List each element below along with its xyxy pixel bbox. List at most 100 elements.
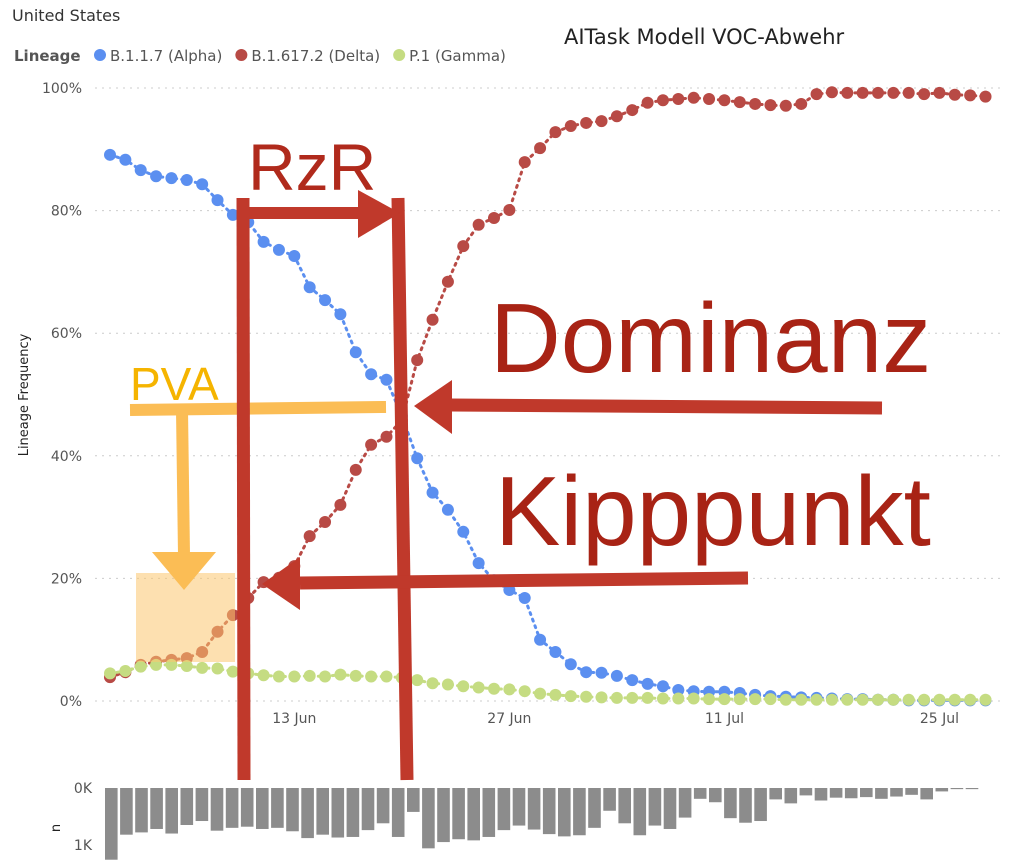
bar — [724, 788, 737, 819]
data-point — [303, 669, 316, 682]
data-point — [334, 668, 347, 681]
bar — [422, 788, 435, 849]
kipppunkt-label: Kipppunkt — [495, 456, 931, 566]
data-point — [549, 688, 562, 701]
rzr-arrowhead — [358, 190, 400, 238]
bar — [437, 788, 450, 843]
data-point — [503, 683, 516, 696]
data-point — [580, 666, 593, 679]
y-tick-label: 80% — [51, 204, 82, 220]
bar — [120, 788, 133, 835]
data-point — [610, 669, 623, 682]
bar — [150, 788, 163, 829]
legend-label: B.1.617.2 (Delta) — [251, 47, 380, 65]
bar — [165, 788, 178, 834]
kipppunkt-arrow — [299, 571, 749, 590]
bar — [965, 788, 979, 790]
data-point — [641, 96, 654, 109]
data-point — [872, 693, 884, 706]
data-point — [902, 86, 915, 99]
y-tick-label: 1K — [74, 838, 93, 854]
data-point — [764, 693, 777, 706]
x-tick-label: 13 Jun — [272, 711, 316, 727]
data-point — [150, 170, 163, 183]
data-point — [595, 115, 608, 128]
data-point — [411, 452, 424, 465]
data-point — [441, 503, 454, 516]
legend-marker — [393, 49, 406, 61]
data-point — [518, 156, 531, 169]
y-tick-label: 0% — [60, 694, 82, 710]
bar — [829, 788, 843, 798]
data-point — [196, 661, 209, 674]
bar — [286, 788, 299, 832]
y-tick-label: 40% — [51, 449, 82, 465]
title: United States — [12, 6, 120, 25]
data-point — [779, 693, 792, 706]
legend-marker — [94, 49, 106, 61]
bar — [739, 788, 752, 823]
data-point — [534, 633, 547, 646]
data-point — [641, 691, 654, 704]
data-point — [841, 86, 854, 99]
bar — [588, 788, 601, 828]
data-point — [272, 670, 285, 683]
data-point — [948, 88, 961, 101]
data-point — [211, 662, 224, 675]
kipppunkt-arrowhead — [262, 557, 300, 610]
data-point — [472, 218, 485, 231]
data-point — [426, 313, 439, 326]
data-point — [457, 680, 470, 693]
bar — [346, 788, 360, 837]
data-point — [226, 208, 239, 221]
y-tick-label: 60% — [51, 326, 82, 342]
data-point — [703, 693, 716, 706]
rzr-label: RzR — [248, 130, 376, 204]
bar — [452, 788, 465, 840]
data-point — [733, 96, 746, 109]
pva-arrowhead — [152, 552, 216, 590]
data-point — [211, 194, 224, 207]
rzr-line — [236, 197, 251, 781]
data-point — [733, 693, 746, 706]
data-point — [964, 89, 977, 102]
data-point — [488, 682, 500, 695]
data-point — [825, 86, 838, 99]
bar — [316, 788, 329, 835]
data-point — [319, 516, 332, 529]
data-point — [564, 120, 577, 133]
data-point — [841, 693, 854, 706]
legend-marker — [235, 49, 248, 61]
data-point — [472, 557, 485, 570]
data-point — [779, 99, 792, 112]
bar — [135, 788, 148, 833]
bar — [603, 788, 616, 811]
bar — [271, 788, 284, 828]
bar — [769, 788, 782, 800]
bar — [195, 788, 209, 822]
bar — [105, 788, 118, 860]
data-point — [180, 173, 193, 186]
bar — [860, 788, 873, 798]
bar — [814, 788, 828, 801]
data-point — [595, 691, 608, 704]
data-point — [488, 211, 500, 224]
data-point — [134, 164, 147, 177]
data-point — [672, 683, 685, 696]
legend-label: B.1.1.7 (Alpha) — [110, 47, 222, 65]
bar — [663, 788, 677, 829]
bar — [301, 788, 314, 839]
bar — [376, 788, 390, 824]
data-point — [365, 670, 378, 683]
data-point — [610, 110, 623, 123]
data-point — [979, 90, 992, 103]
data-point — [334, 498, 347, 511]
data-point — [933, 693, 946, 706]
data-point — [887, 86, 900, 99]
bar — [754, 788, 767, 822]
data-point — [288, 249, 301, 262]
pva-line — [129, 401, 387, 416]
bar — [890, 788, 903, 797]
